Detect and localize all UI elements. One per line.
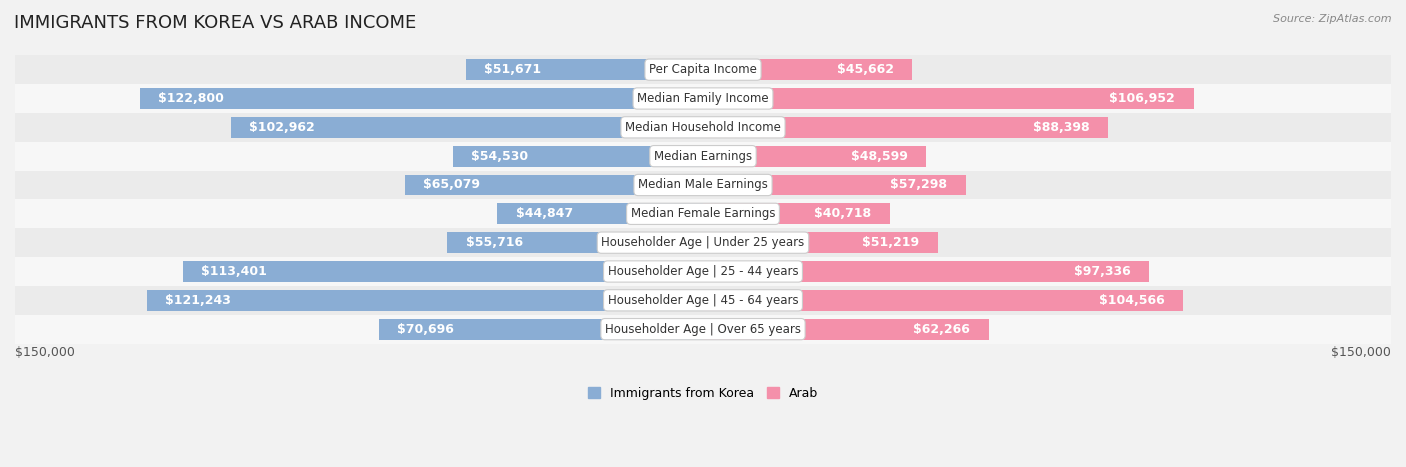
Bar (703, 204, 890, 224)
Bar (498, 204, 703, 224)
Text: Source: ZipAtlas.com: Source: ZipAtlas.com (1274, 14, 1392, 24)
Bar (703, 59, 912, 80)
Text: Median Earnings: Median Earnings (654, 149, 752, 163)
Text: $122,800: $122,800 (157, 92, 224, 105)
Legend: Immigrants from Korea, Arab: Immigrants from Korea, Arab (582, 382, 824, 405)
Text: IMMIGRANTS FROM KOREA VS ARAB INCOME: IMMIGRANTS FROM KOREA VS ARAB INCOME (14, 14, 416, 32)
Text: $150,000: $150,000 (15, 346, 75, 359)
Text: $106,952: $106,952 (1109, 92, 1175, 105)
Text: $51,671: $51,671 (484, 63, 541, 76)
Text: $48,599: $48,599 (851, 149, 907, 163)
Text: $150,000: $150,000 (1331, 346, 1391, 359)
Text: $40,718: $40,718 (814, 207, 872, 220)
Text: $62,266: $62,266 (914, 323, 970, 336)
Text: $54,530: $54,530 (471, 149, 529, 163)
Bar (15, 170, 1391, 199)
Bar (15, 228, 1391, 257)
Text: Per Capita Income: Per Capita Income (650, 63, 756, 76)
Bar (15, 257, 1391, 286)
Text: Median Family Income: Median Family Income (637, 92, 769, 105)
Text: $121,243: $121,243 (166, 294, 231, 307)
Text: Householder Age | Over 65 years: Householder Age | Over 65 years (605, 323, 801, 336)
Bar (231, 117, 703, 138)
Text: $51,219: $51,219 (862, 236, 920, 249)
Text: $45,662: $45,662 (837, 63, 894, 76)
Text: Median Male Earnings: Median Male Earnings (638, 178, 768, 191)
Bar (703, 117, 1108, 138)
Bar (15, 113, 1391, 142)
Bar (15, 55, 1391, 84)
Bar (183, 261, 703, 282)
Bar (15, 84, 1391, 113)
Bar (447, 232, 703, 253)
Text: Householder Age | 25 - 44 years: Householder Age | 25 - 44 years (607, 265, 799, 278)
Bar (146, 290, 703, 311)
Bar (703, 261, 1150, 282)
Bar (378, 319, 703, 340)
Text: $102,962: $102,962 (249, 121, 315, 134)
Text: $88,398: $88,398 (1033, 121, 1090, 134)
Text: $55,716: $55,716 (465, 236, 523, 249)
Bar (15, 199, 1391, 228)
Bar (703, 290, 1182, 311)
Text: $113,401: $113,401 (201, 265, 267, 278)
Bar (405, 175, 703, 195)
Bar (15, 142, 1391, 170)
Bar (703, 175, 966, 195)
Text: $104,566: $104,566 (1098, 294, 1164, 307)
Text: $57,298: $57,298 (890, 178, 948, 191)
Text: Householder Age | Under 25 years: Householder Age | Under 25 years (602, 236, 804, 249)
Text: $44,847: $44,847 (516, 207, 572, 220)
Text: $97,336: $97,336 (1074, 265, 1130, 278)
Text: Median Female Earnings: Median Female Earnings (631, 207, 775, 220)
Bar (15, 315, 1391, 344)
Text: $70,696: $70,696 (396, 323, 454, 336)
Bar (465, 59, 703, 80)
Bar (703, 88, 1194, 109)
Bar (703, 146, 927, 167)
Bar (703, 319, 988, 340)
Text: $65,079: $65,079 (423, 178, 479, 191)
Bar (15, 286, 1391, 315)
Text: Median Household Income: Median Household Income (626, 121, 780, 134)
Text: Householder Age | 45 - 64 years: Householder Age | 45 - 64 years (607, 294, 799, 307)
Bar (139, 88, 703, 109)
Bar (453, 146, 703, 167)
Bar (703, 232, 938, 253)
